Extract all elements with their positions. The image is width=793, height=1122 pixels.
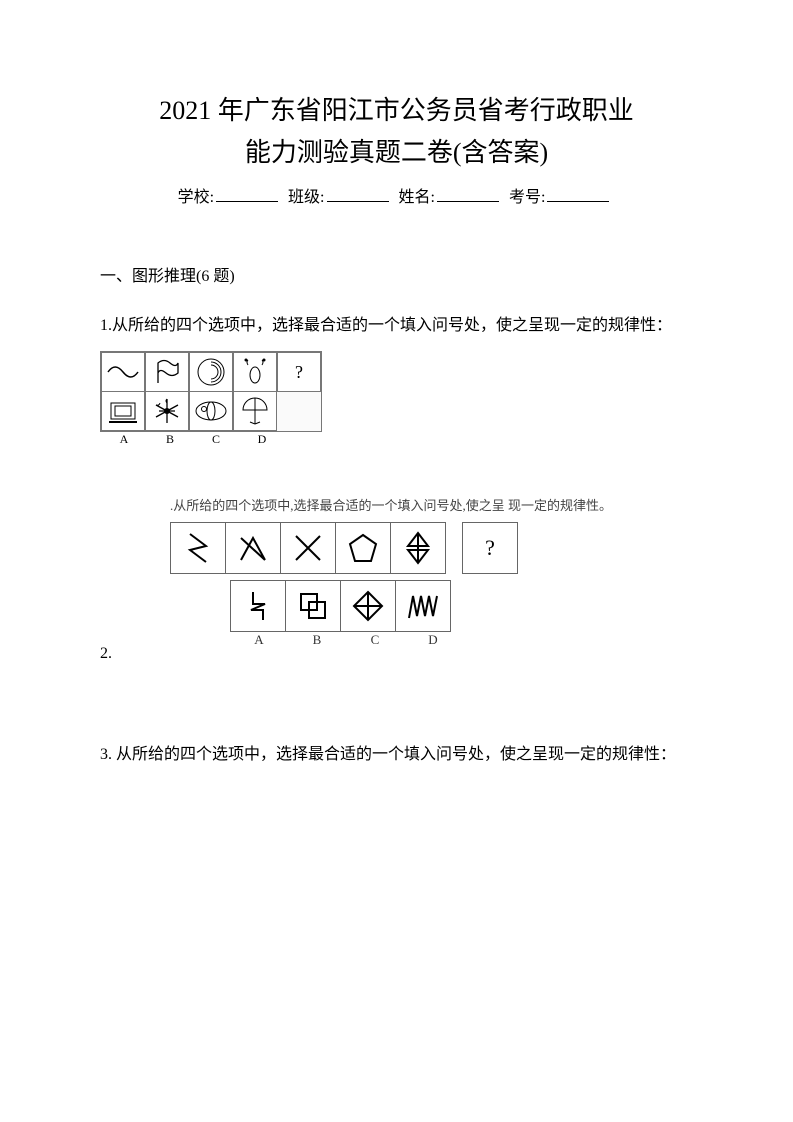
q1-label-d: D	[239, 432, 285, 447]
name-blank	[437, 185, 499, 202]
examno-blank	[547, 185, 609, 202]
q1-option-labels: A B C D	[101, 432, 693, 447]
q2-opt-a	[230, 580, 286, 632]
q1-opt-b	[145, 391, 189, 431]
student-info-line: 学校: 班级: 姓名: 考号:	[100, 183, 693, 207]
q2-question-mark: ?	[485, 535, 495, 561]
question-2-inner: .从所给的四个选项中,选择最合适的一个填入问号处,使之呈 现一定的规律性。	[170, 495, 693, 649]
q2-cell-qmark: ?	[462, 522, 518, 574]
question-2-inner-text: .从所给的四个选项中,选择最合适的一个填入问号处,使之呈 现一定的规律性。	[170, 495, 693, 514]
q1-cell-1	[101, 352, 145, 392]
question-1-text: 1.从所给的四个选项中，选择最合适的一个填入问号处，使之呈现一定的规律性：	[100, 308, 693, 343]
q1-row-top: ?	[101, 352, 321, 392]
school-blank	[216, 185, 278, 202]
section-1-heading: 一、图形推理(6 题)	[100, 262, 693, 286]
q2-opt-b	[285, 580, 341, 632]
q2-label-c: C	[346, 632, 404, 648]
q2-label-b: B	[288, 632, 346, 648]
q2-row-top: ?	[170, 522, 518, 574]
class-blank	[327, 185, 389, 202]
q2-label-d: D	[404, 632, 462, 648]
question-1-figure: ? A B C D	[100, 351, 693, 447]
q2-cell-1	[170, 522, 226, 574]
q1-cell-3	[189, 352, 233, 392]
q1-grid: ?	[100, 351, 322, 432]
q2-cell-2	[225, 522, 281, 574]
q1-label-b: B	[147, 432, 193, 447]
document-title: 2021 年广东省阳江市公务员省考行政职业 能力测验真题二卷(含答案)	[100, 90, 693, 173]
q1-cell-qmark: ?	[277, 352, 321, 392]
q1-row-bottom	[101, 391, 321, 431]
question-3-text: 3. 从所给的四个选项中，选择最合适的一个填入问号处，使之呈现一定的规律性：	[100, 737, 693, 772]
q2-opt-c	[340, 580, 396, 632]
q2-cell-3	[280, 522, 336, 574]
q1-label-a: A	[101, 432, 147, 447]
q2-option-labels: A B C D	[230, 632, 518, 648]
title-line-2: 能力测验真题二卷(含答案)	[100, 132, 693, 174]
q2-label-a: A	[230, 632, 288, 648]
examno-label: 考号:	[509, 189, 545, 206]
q1-opt-c	[189, 391, 233, 431]
page: 2021 年广东省阳江市公务员省考行政职业 能力测验真题二卷(含答案) 学校: …	[0, 0, 793, 1122]
question-2-number: 2.	[100, 645, 112, 663]
q1-question-mark: ?	[295, 362, 303, 383]
school-label: 学校:	[178, 189, 214, 206]
q2-row-options	[230, 580, 518, 632]
q1-label-c: C	[193, 432, 239, 447]
q2-opt-d	[395, 580, 451, 632]
q2-cell-4	[335, 522, 391, 574]
q2-figure: ? A	[170, 522, 518, 648]
title-line-1: 2021 年广东省阳江市公务员省考行政职业	[100, 90, 693, 132]
question-2-block: .从所给的四个选项中,选择最合适的一个填入问号处,使之呈 现一定的规律性。	[100, 495, 693, 667]
q1-cell-2	[145, 352, 189, 392]
q1-opt-d	[233, 391, 277, 431]
q2-cell-5	[390, 522, 446, 574]
q1-opt-a	[101, 391, 145, 431]
name-label: 姓名:	[399, 189, 435, 206]
class-label: 班级:	[288, 189, 324, 206]
q1-cell-4	[233, 352, 277, 392]
